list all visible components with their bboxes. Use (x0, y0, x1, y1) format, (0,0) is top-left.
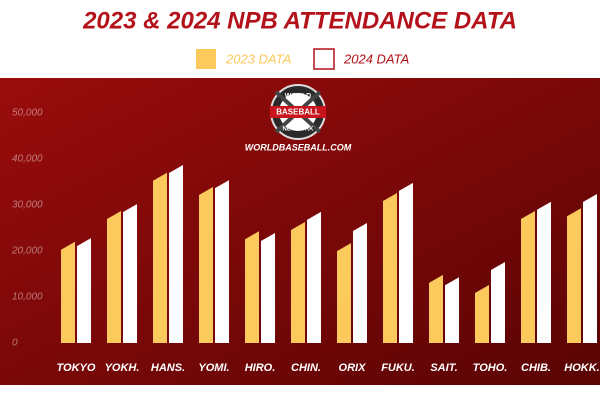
x-tick-label: SAIT. (430, 362, 457, 374)
x-tick-label: HIRO. (245, 362, 276, 374)
bar (199, 187, 213, 343)
bar (567, 208, 581, 343)
bar (353, 222, 367, 343)
bar (491, 262, 505, 343)
bar (107, 210, 121, 343)
x-tick-label: ORIX (339, 362, 367, 374)
bar (153, 172, 167, 343)
bar (337, 243, 351, 343)
site-name: WORLDBASEBALL.COM (245, 142, 352, 152)
bar (245, 231, 259, 343)
x-tick-label: CHIB. (521, 362, 551, 374)
bar (521, 210, 535, 343)
bar (583, 193, 597, 343)
bar (169, 164, 183, 343)
x-tick-label: YOMI. (198, 362, 229, 374)
bar (291, 222, 305, 343)
x-tick-label: YOKH. (105, 362, 140, 374)
x-tick-label: TOHO. (473, 362, 508, 374)
bar (445, 277, 459, 343)
bar (475, 285, 489, 343)
logo-text: BASEBALL (276, 108, 320, 117)
x-tick-label: HOKK. (564, 362, 599, 374)
bar (215, 180, 229, 343)
bar (537, 201, 551, 343)
x-tick-label: FUKU. (381, 362, 415, 374)
y-tick-label: 10,000 (12, 292, 43, 303)
bar (429, 274, 443, 343)
bar (399, 182, 413, 343)
x-tick-label: HANS. (151, 362, 185, 374)
logo-text: NETWORK (283, 127, 315, 133)
chart-title: 2023 & 2024 NPB ATTENDANCE DATA (82, 7, 517, 34)
y-tick-label: 0 (12, 338, 18, 349)
logo: WORLD BASEBALL NETWORK WORLDBASEBALL.COM (245, 84, 352, 152)
bar (261, 233, 275, 343)
legend-swatch (313, 48, 335, 70)
y-tick-label: 20,000 (11, 246, 43, 257)
bar (61, 241, 75, 343)
bar (123, 204, 137, 343)
y-tick-label: 50,000 (12, 108, 43, 119)
y-tick-label: 30,000 (12, 200, 43, 211)
logo-text: WORLD (285, 93, 311, 100)
legend-swatch (196, 49, 216, 69)
legend-label: 2023 DATA (225, 51, 291, 66)
logo-banner (270, 106, 326, 118)
bar (383, 193, 397, 343)
y-tick-label: 40,000 (12, 154, 43, 165)
x-tick-label: TOKYO (57, 362, 96, 374)
legend-label: 2024 DATA (343, 51, 409, 66)
bar (307, 211, 321, 343)
x-tick-label: CHIN. (291, 362, 321, 374)
bar (77, 238, 91, 343)
